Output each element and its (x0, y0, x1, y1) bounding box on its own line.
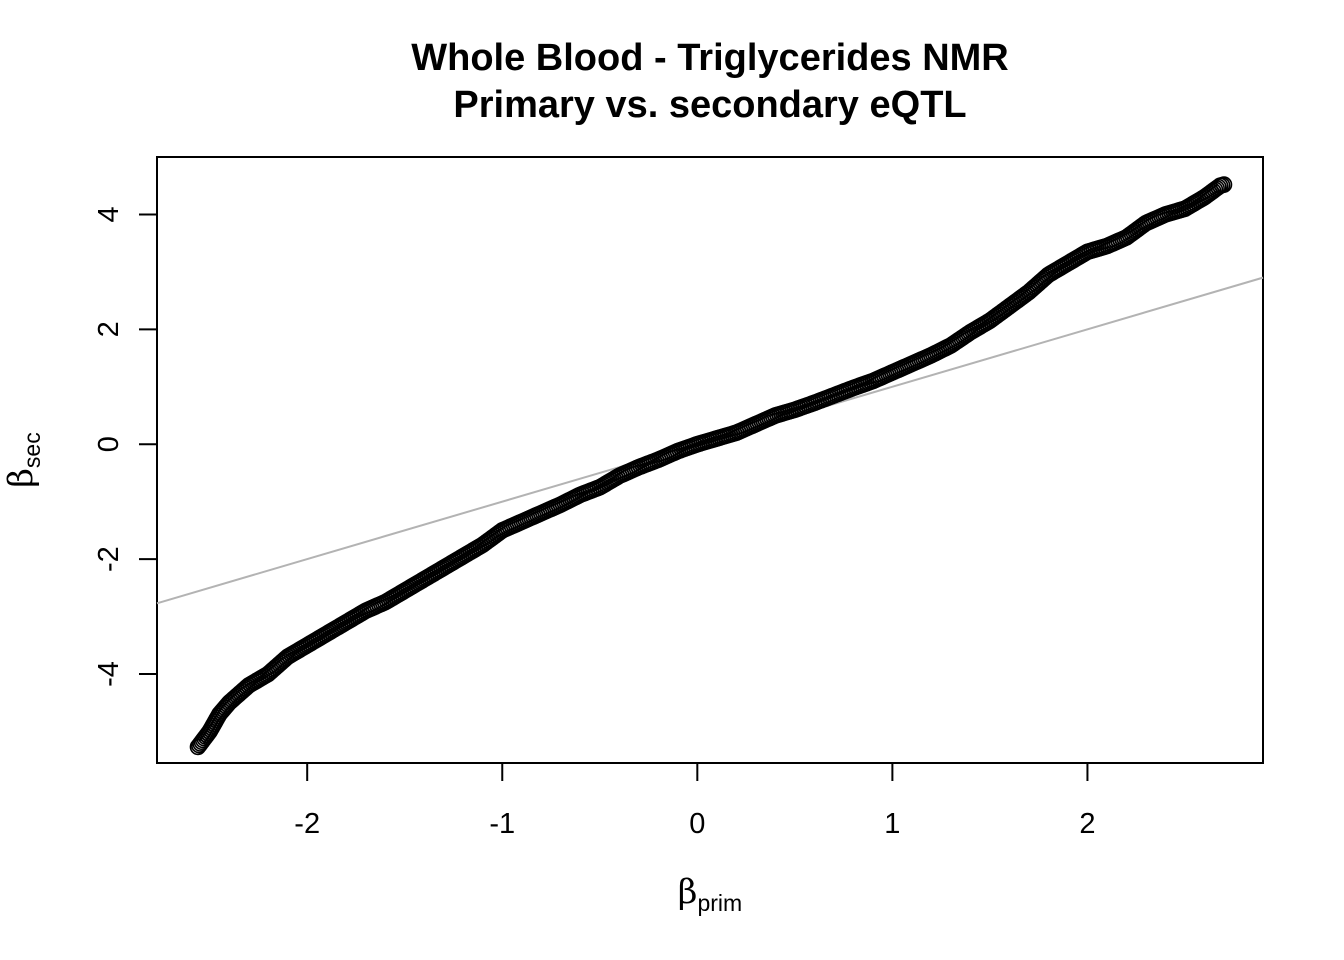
x-tick-label: -1 (489, 808, 515, 840)
x-tick-label: -2 (294, 808, 320, 840)
chart-title: Whole Blood - Triglycerides NMR (411, 37, 1009, 79)
chart-subtitle: Primary vs. secondary eQTL (453, 84, 966, 126)
data-points (189, 176, 1233, 756)
x-axis-label-subscript: prim (697, 890, 742, 916)
data-point (1215, 176, 1233, 193)
x-tick-label: 0 (689, 808, 705, 840)
x-axis-label: βprim (678, 872, 742, 916)
y-axis: -4 -2 0 2 4 (93, 206, 158, 687)
y-tick-label: -4 (93, 661, 125, 687)
y-tick-label: 0 (93, 436, 125, 452)
y-axis-label-subscript: sec (19, 432, 45, 468)
y-tick-label: 4 (93, 206, 125, 222)
x-tick-label: 1 (884, 808, 900, 840)
y-tick-label: -2 (93, 546, 125, 572)
y-tick-label: 2 (93, 321, 125, 337)
x-tick-label: 2 (1079, 808, 1095, 840)
y-axis-label: βsec (1, 432, 45, 487)
x-axis: -2 -1 0 1 2 (294, 762, 1096, 840)
y-axis-label-symbol: β (1, 468, 41, 488)
x-axis-label-symbol: β (678, 872, 698, 912)
